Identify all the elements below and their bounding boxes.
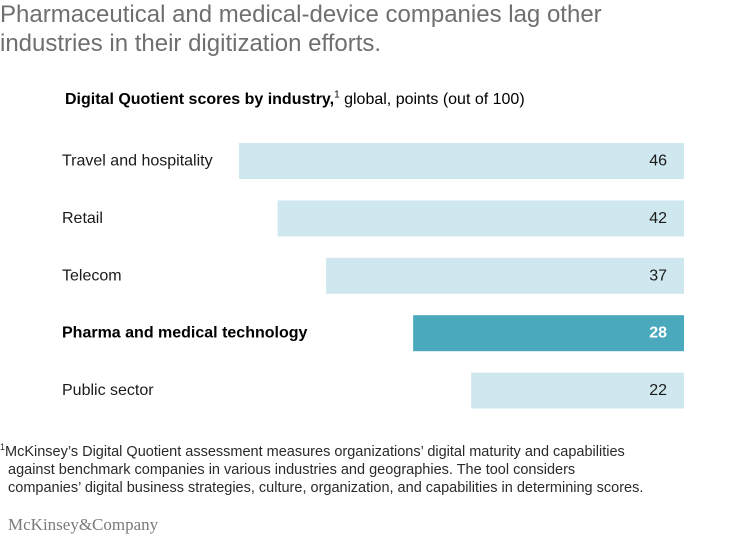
footnote: 1McKinsey’s Digital Quotient assessment …: [0, 443, 740, 497]
mckinsey-logo: McKinsey&Company: [8, 515, 159, 534]
category-label: Telecom: [62, 267, 122, 284]
footnote-line-2: against benchmark companies in various i…: [8, 462, 576, 478]
value-label: 42: [649, 210, 667, 227]
value-label: 46: [649, 153, 667, 170]
headline-line-1: Pharmaceutical and medical-device compan…: [0, 1, 602, 28]
footnote-marker: 1: [0, 442, 6, 453]
bar-travel-and-hospitality: [239, 143, 684, 179]
footnote-text-1: McKinsey’s Digital Quotient assessment m…: [5, 444, 625, 460]
footnote-line-3: companies’ digital business strategies, …: [8, 480, 644, 496]
bar-pharma-and-medical-technology: [413, 315, 684, 352]
value-label: 28: [649, 325, 667, 342]
chart-title-footnote-marker: 1: [334, 89, 340, 101]
chart-subtitle: global, points (out of 100): [344, 91, 525, 108]
value-label: 22: [649, 382, 667, 399]
value-label: 37: [649, 267, 667, 284]
category-label: Travel and hospitality: [62, 153, 213, 170]
bar-telecom: [326, 257, 684, 294]
category-label: Retail: [62, 210, 103, 227]
headline-line-2: industries in their digitization efforts…: [0, 30, 382, 57]
bar-chart: Travel and hospitality 46 Retail 42 Telecom 3…: [62, 143, 684, 409]
headline: Pharmaceutical and medical-device compan…: [0, 0, 730, 58]
category-label: Public sector: [62, 382, 154, 399]
bar-retail: [277, 200, 684, 237]
footnote-line-1: 1McKinsey’s Digital Quotient assessment …: [0, 443, 740, 461]
bar-public-sector: [471, 372, 684, 409]
chart-title: Digital Quotient scores by industry,1 gl…: [65, 89, 525, 109]
chart-title-bold: Digital Quotient scores by industry,: [65, 91, 335, 108]
category-label: Pharma and medical technology: [62, 325, 308, 342]
